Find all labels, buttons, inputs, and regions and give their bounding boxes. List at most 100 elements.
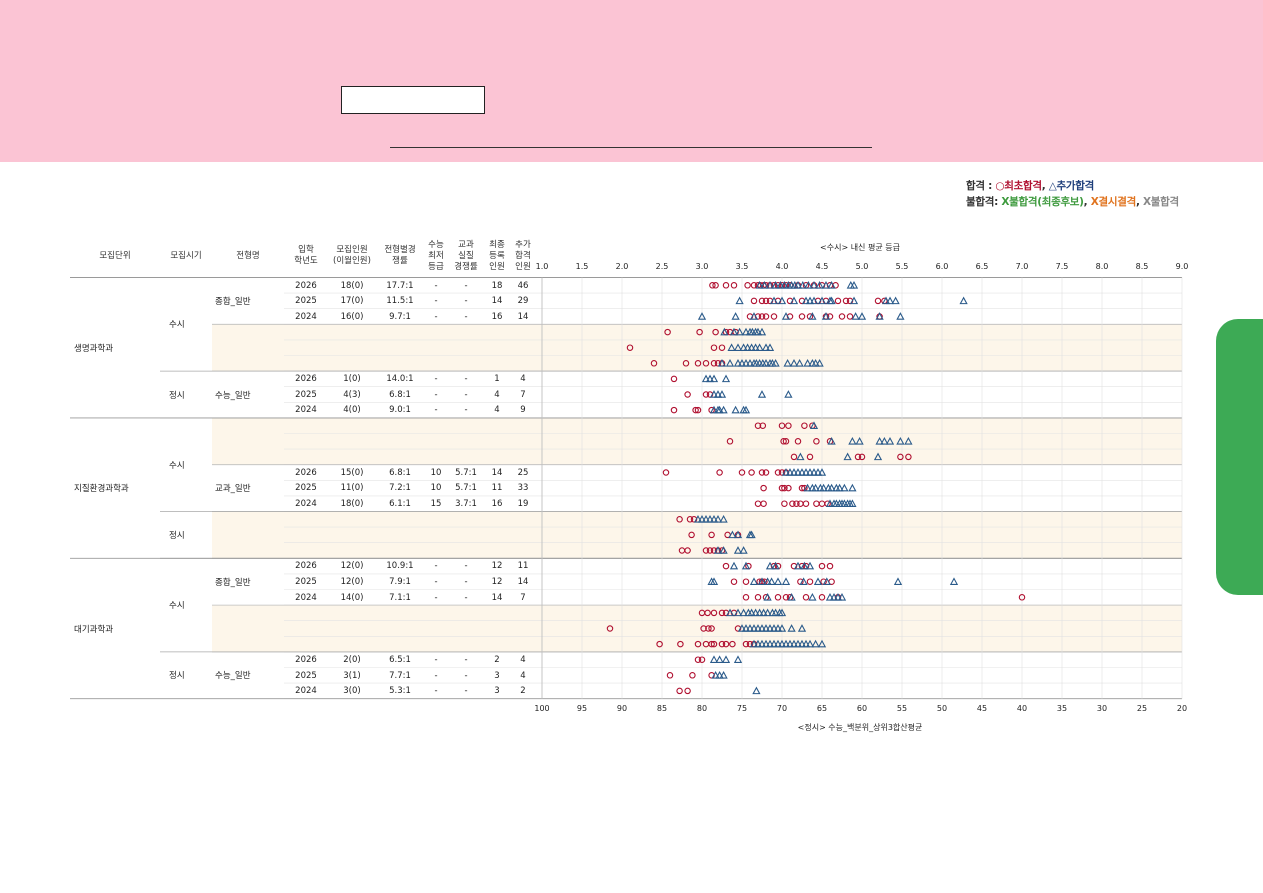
extra-pass-triangle-point: [800, 561, 809, 570]
extra-pass-triangle-point: [725, 358, 735, 367]
header-quota: 모집인원 (이월인원): [333, 245, 371, 266]
extra-pass-triangle-point: [827, 280, 836, 289]
extra-pass-triangle-point: [741, 561, 751, 570]
first-pass-circle-point: [905, 453, 912, 461]
first-pass-circle-point: [718, 640, 726, 648]
first-pass-circle-point: [797, 500, 804, 507]
top-banner: [0, 0, 1263, 162]
top-axis-tick-label: 4.5: [815, 262, 829, 271]
first-pass-circle-point: [606, 625, 614, 632]
extra-pass-triangle-point: [789, 296, 799, 305]
extra-pass-triangle-point: [755, 280, 764, 289]
extra-pass-triangle-point: [857, 312, 867, 320]
first-pass-circle-point: [770, 313, 778, 320]
extra-pass-triangle-point: [763, 592, 772, 601]
extra-pass-triangle-point: [737, 624, 747, 632]
cell-final: 16: [491, 498, 503, 509]
cell-ratio: 7.2:1: [389, 483, 411, 494]
extra-pass-triangle-point: [725, 608, 735, 617]
first-pass-circle-point: [818, 594, 826, 601]
first-pass-circle-point: [806, 453, 814, 461]
top-axis-tick-label: 6.5: [975, 262, 989, 271]
extra-pass-triangle-point: [727, 343, 736, 351]
cell-final: 2: [494, 654, 500, 665]
first-pass-circle-point: [758, 469, 766, 476]
extra-pass-triangle-point: [837, 592, 847, 601]
extra-pass-triangle-point: [787, 624, 796, 632]
extra-pass-triangle-point: [733, 546, 743, 554]
header-final: 최종 등록 인원: [489, 240, 505, 272]
extra-pass-triangle-point: [835, 483, 844, 492]
extra-pass-triangle-point: [749, 312, 759, 320]
extra-pass-triangle-point: [753, 624, 763, 632]
first-pass-circle-point: [782, 438, 790, 445]
top-axis-tick-label: 3.0: [695, 262, 709, 271]
extra-pass-triangle-point: [781, 312, 791, 320]
first-pass-circle-point: [760, 484, 767, 492]
extra-pass-triangle-point: [783, 358, 792, 367]
top-axis-tick-label: 5.5: [895, 262, 909, 271]
extra-pass-triangle-point: [777, 608, 787, 617]
first-pass-circle-point: [670, 406, 678, 414]
period-name: 수시: [169, 320, 185, 331]
extra-pass-triangle-point: [771, 561, 780, 570]
extra-pass-triangle-point: [795, 358, 804, 367]
extra-pass-triangle-point: [761, 343, 771, 351]
extra-pass-triangle-point: [719, 546, 728, 554]
cell-practical: -: [464, 576, 468, 587]
top-axis-title: <수시> 내신 평균 등급: [820, 243, 900, 252]
cell-practical: -: [464, 296, 468, 307]
extra-pass-triangle-point: [777, 624, 787, 632]
extra-pass-triangle-point: [721, 374, 731, 383]
first-pass-circle-point: [742, 594, 750, 601]
bottom-axis-tick-label: 30: [1096, 704, 1108, 713]
cell-final: 12: [491, 576, 503, 587]
cell-year: 2026: [295, 374, 317, 385]
extra-pass-triangle-point: [781, 577, 791, 585]
department-name: 생명과학과: [74, 343, 114, 354]
cell-final: 14: [491, 467, 503, 478]
first-pass-circle-point: [694, 406, 702, 414]
first-pass-circle-point: [793, 500, 800, 507]
extra-pass-triangle-point: [829, 592, 839, 601]
extra-pass-triangle-point: [751, 343, 760, 351]
top-axis-tick-label: 2.5: [655, 262, 669, 271]
extra-pass-triangle-point: [745, 358, 755, 367]
cell-practical: 3.7:1: [455, 498, 477, 509]
legend-pass-label: 합격: [966, 180, 985, 192]
cell-year: 2024: [295, 498, 317, 509]
extra-pass-triangle-point: [793, 639, 803, 648]
extra-pass-triangle-point: [803, 483, 812, 492]
extra-pass-triangle-point: [731, 405, 740, 414]
cell-year: 2026: [295, 561, 317, 572]
bottom-axis-tick-label: 95: [576, 704, 588, 713]
extra-pass-triangle-point: [875, 436, 884, 445]
extra-pass-triangle-point: [781, 639, 791, 648]
extra-pass-triangle-point: [747, 530, 756, 539]
side-tab[interactable]: [1216, 319, 1263, 595]
extra-pass-triangle-point: [817, 639, 827, 648]
extra-pass-triangle-point: [747, 608, 756, 617]
cell-ratio: 17.7:1: [386, 280, 414, 291]
extra-pass-triangle-point: [751, 608, 760, 617]
extra-pass-triangle-point: [728, 530, 737, 539]
cell-year: 2025: [295, 576, 317, 587]
first-pass-circle-point: [798, 313, 806, 320]
cell-year: 2025: [295, 389, 317, 400]
header-practical: 교과 실질 경쟁률: [454, 240, 478, 272]
extra-pass-triangle-point: [811, 483, 820, 492]
first-pass-circle-point: [682, 360, 690, 367]
extra-pass-triangle-point: [813, 468, 823, 476]
extra-pass-triangle-point: [757, 639, 767, 648]
extra-pass-triangle-point: [849, 280, 859, 289]
extra-pass-triangle-point: [809, 296, 819, 305]
extra-pass-triangle-point: [705, 514, 715, 523]
bottom-axis-tick-label: 45: [976, 704, 988, 713]
extra-pass-triangle-point: [880, 436, 889, 445]
cell-ratio: 6.1:1: [389, 498, 411, 509]
first-pass-circle-point: [834, 297, 842, 305]
top-axis-tick-label: 5.0: [855, 262, 869, 271]
cell-year: 2026: [295, 467, 317, 478]
cell-quota: 15(0): [340, 467, 364, 478]
first-pass-circle-point: [726, 438, 734, 445]
